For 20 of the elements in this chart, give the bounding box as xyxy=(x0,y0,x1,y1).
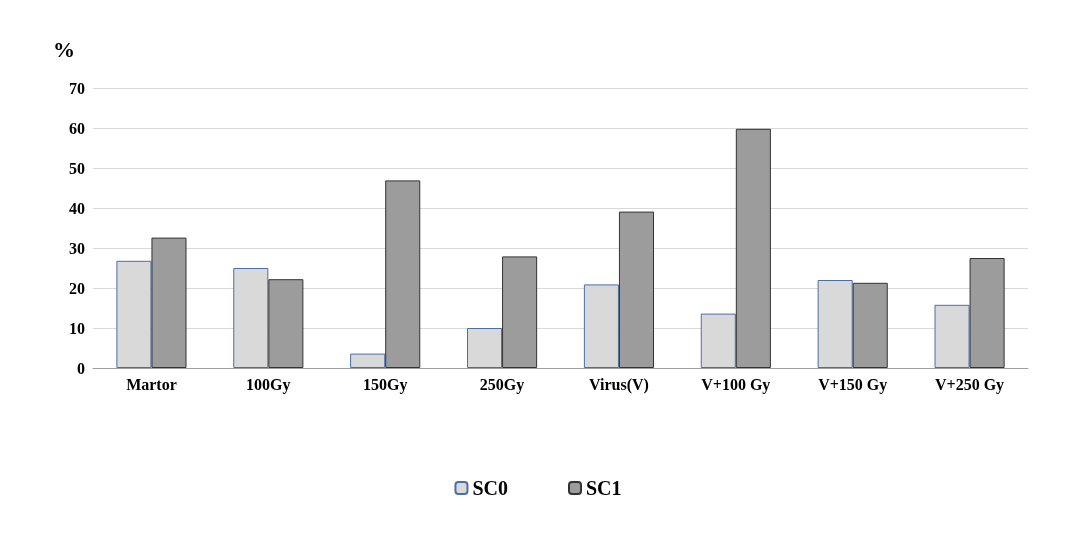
x-tick-label: 100Gy xyxy=(246,375,291,394)
y-tick-label: 50 xyxy=(69,159,85,177)
x-tick-label: V+250 Gy xyxy=(935,375,1005,394)
y-tick-label: 30 xyxy=(69,239,85,257)
y-tick-label: 70 xyxy=(69,79,85,97)
x-tick-label: Martor xyxy=(126,375,177,393)
x-tick-label: V+150 Gy xyxy=(818,375,888,394)
bar xyxy=(350,353,386,368)
y-tick-label: 0 xyxy=(77,359,85,377)
y-tick-label: 60 xyxy=(69,119,85,137)
x-tick-label: 250Gy xyxy=(479,375,525,394)
y-tick-label: 20 xyxy=(69,279,85,297)
y-tick-label: 40 xyxy=(69,199,85,217)
x-tick-label: Virus(V) xyxy=(589,375,649,394)
legend-label: SC1 xyxy=(586,477,622,499)
y-tick-label: 10 xyxy=(69,319,85,337)
x-tick-label: 150Gy xyxy=(362,375,408,394)
legend-label: SC0 xyxy=(472,477,509,499)
x-tick-label: V+100 Gy xyxy=(701,375,771,394)
y-axis-title: % xyxy=(53,36,75,62)
